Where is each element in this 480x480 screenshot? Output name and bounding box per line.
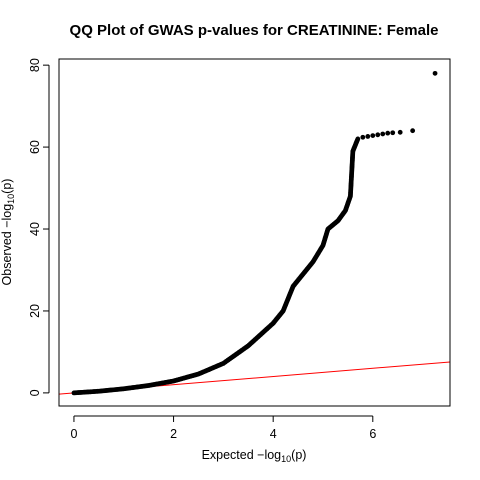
x-tick-label: 2 xyxy=(170,427,177,441)
y-tick-label: 60 xyxy=(28,140,42,154)
y-axis-label: Observed −log10(p) xyxy=(0,179,16,286)
x-tick-label: 6 xyxy=(369,427,376,441)
data-point xyxy=(370,133,376,139)
data-point xyxy=(432,70,438,76)
data-point xyxy=(365,134,371,139)
data-point xyxy=(390,130,396,136)
data-point xyxy=(375,132,381,138)
x-tick-label: 4 xyxy=(270,427,277,441)
y-tick-label: 0 xyxy=(28,389,42,396)
data-point xyxy=(397,129,403,135)
x-axis-label: Expected −log10(p) xyxy=(202,448,307,464)
y-tick-label: 20 xyxy=(28,304,42,318)
data-point xyxy=(385,130,391,136)
y-tick-label: 40 xyxy=(28,222,42,236)
y-tick-label: 80 xyxy=(28,58,42,72)
data-point xyxy=(380,131,386,137)
plot-area xyxy=(59,70,450,396)
data-point xyxy=(410,128,416,134)
plot-frame xyxy=(58,58,451,407)
chart-title: QQ Plot of GWAS p-values for CREATININE:… xyxy=(70,22,439,39)
data-point xyxy=(355,136,361,142)
x-tick-label: 0 xyxy=(70,427,77,441)
data-point xyxy=(360,134,366,140)
